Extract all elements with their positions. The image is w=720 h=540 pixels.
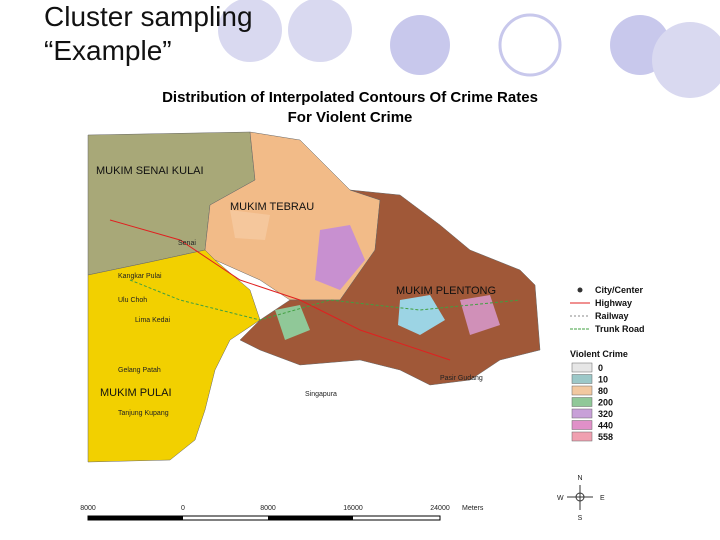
scale-label: 0 [181,505,185,512]
slide-title: Cluster sampling [44,1,253,32]
legend-label: 440 [598,421,613,431]
legend-swatch [571,397,593,407]
region-label: MUKIM PULAI [100,387,172,399]
legend-label: City/Center [595,285,644,295]
compass-label: W [557,495,564,502]
legend-swatch [571,420,593,430]
scale-segment [88,516,183,520]
legend: City/Center Highway Railway Trunk Road Viole… [570,285,645,442]
legend-label: 558 [598,432,613,442]
town-label: Gelang Patah [118,367,161,374]
region-label: MUKIM SENAI KULAI [96,165,204,177]
scale-label: 24000 [430,505,450,512]
region-label: MUKIM PLENTONG [396,285,496,297]
legend-label: Trunk Road [595,324,645,334]
legend-swatch [571,408,593,419]
legend-label: Railway [595,311,629,321]
legend-swatch [571,374,593,384]
legend-label: 80 [598,386,608,396]
legend-label: 320 [598,409,613,419]
legend-symbol [577,287,583,293]
town-label: Tanjung Kupang [118,410,169,417]
scale-unit: Meters [462,505,484,512]
town-label: Lima Kedai [135,317,170,324]
legend-swatch [571,362,593,373]
map-title: For Violent Crime [288,109,413,126]
scale-label: 8000 [80,505,96,512]
town-label: Ulu Choh [118,297,147,304]
scale-label: 16000 [343,505,363,512]
slide-subtitle: “Example” [44,35,172,66]
compass-label: E [600,495,605,502]
compass-label: N [577,475,582,482]
town-label: Pasir Gudang [440,375,483,382]
decor-circles [218,0,720,98]
legend-swatch [571,385,593,396]
map-title: Distribution of Interpolated Contours Of… [162,89,538,106]
legend-label: 0 [598,363,603,373]
legend-label: 10 [598,375,608,385]
town-label: Kangkar Pulai [118,273,162,280]
scale-segment [268,516,353,520]
compass-label: S [578,515,583,522]
legend-label: 200 [598,398,613,408]
compass [567,485,593,510]
scale-bar: 8000 0 8000 16000 24000 Meters [80,505,484,521]
legend-title: Violent Crime [570,349,628,359]
town-label: Senai [178,240,196,247]
map [87,131,541,463]
legend-swatch [571,431,593,442]
region-label: MUKIM TEBRAU [230,201,314,213]
town-label: Singapura [305,391,337,398]
scale-label: 8000 [260,505,276,512]
legend-label: Highway [595,298,632,308]
